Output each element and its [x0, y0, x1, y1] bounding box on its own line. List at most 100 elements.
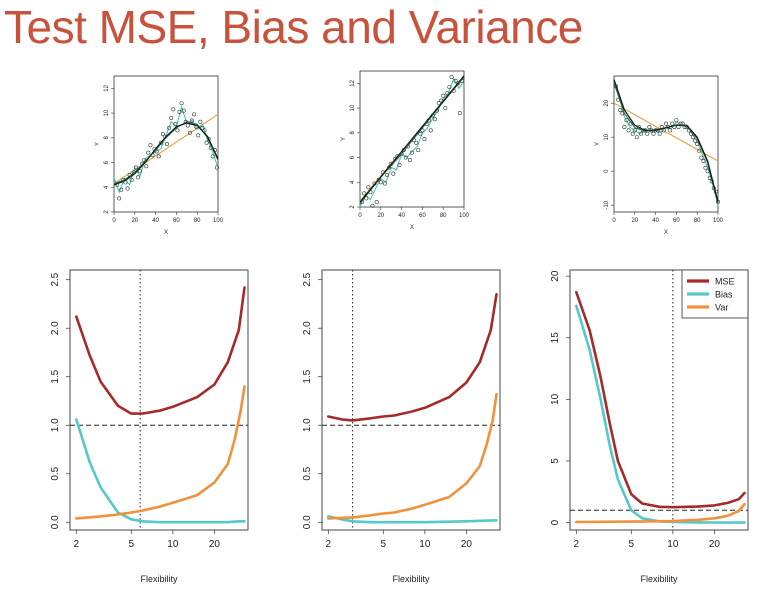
y-tick-label: 0.0: [302, 515, 313, 529]
data-point: [632, 128, 637, 133]
data-point: [628, 121, 633, 126]
data-point: [634, 135, 639, 140]
data-point: [428, 128, 433, 133]
plot-frame: [321, 269, 501, 531]
data-point: [212, 148, 217, 153]
data-point: [641, 128, 646, 133]
data-point: [636, 124, 641, 129]
y-tick-label: 10: [350, 104, 356, 111]
x-tick-label: 2: [326, 539, 332, 550]
x-tick-label: 0: [112, 218, 116, 224]
x-tick-label: 100: [213, 218, 224, 224]
y-tick-label: 8: [104, 135, 110, 139]
y-tick-label: 2.0: [302, 321, 313, 335]
data-point: [651, 131, 656, 136]
data-point: [148, 143, 153, 148]
x-tick-label: 100: [713, 218, 724, 224]
data-point: [432, 117, 437, 122]
data-point: [389, 161, 394, 166]
data-point: [707, 176, 712, 181]
x-tick-label: 60: [673, 218, 680, 224]
data-point: [395, 154, 400, 159]
data-point: [439, 98, 444, 103]
x-tick-label: 80: [440, 213, 447, 219]
data-point: [639, 131, 644, 136]
x-tick-label: 60: [419, 213, 426, 219]
var-curve: [327, 392, 498, 520]
data-point: [165, 142, 170, 147]
y-tick-label: 4: [104, 185, 110, 189]
var-curve: [75, 385, 246, 520]
x-axis-label: Flexibility: [640, 574, 678, 584]
y-tick-label: 0: [550, 519, 561, 525]
data-point: [204, 140, 209, 145]
data-point: [622, 124, 627, 129]
data-point: [618, 107, 623, 112]
data-point: [441, 93, 446, 98]
data-point: [196, 133, 201, 138]
data-point: [653, 128, 658, 133]
y-tick-label: 2.5: [50, 272, 61, 286]
data-point: [129, 177, 134, 182]
data-point: [376, 177, 381, 182]
y-tick-label: 6: [350, 155, 356, 159]
data-point: [210, 154, 215, 159]
data-point: [364, 196, 369, 201]
data-point: [366, 185, 371, 190]
x-axis-label: Flexibility: [140, 574, 178, 584]
data-point: [150, 153, 155, 158]
data-point: [661, 128, 666, 133]
data-point: [445, 91, 450, 96]
plot-frame: [113, 75, 219, 213]
data-point: [187, 130, 192, 135]
x-tick-label: 20: [131, 218, 138, 224]
x-axis-label: X: [164, 230, 168, 236]
data-point: [190, 118, 195, 123]
y-tick-label: 4: [350, 180, 356, 184]
data-point: [393, 156, 398, 161]
data-point: [202, 128, 207, 133]
plot-frame: [569, 269, 749, 531]
linear-fit-line: [113, 113, 219, 185]
y-tick-label: 1.0: [302, 418, 313, 432]
y-tick-label: 12: [104, 84, 110, 91]
data-point: [451, 88, 456, 93]
data-point: [125, 186, 130, 191]
data-point: [624, 118, 629, 123]
plot-frame: [613, 75, 719, 213]
data-point: [414, 140, 419, 145]
x-tick-label: 0: [358, 213, 362, 219]
data-point: [630, 131, 635, 136]
data-point: [645, 131, 650, 136]
x-tick-label: 40: [398, 213, 405, 219]
page-title: Test MSE, Bias and Variance: [4, 1, 583, 53]
x-tick-label: 100: [459, 213, 470, 219]
data-point: [374, 200, 379, 205]
data-point: [449, 75, 454, 80]
data-point: [666, 124, 671, 129]
data-point: [160, 132, 165, 137]
data-point: [208, 145, 213, 150]
x-tick-label: 10: [667, 539, 679, 550]
x-tick-label: 20: [709, 539, 721, 550]
data-point: [459, 78, 464, 83]
scatter-plot-nonlinear-truth: 0 20 40 60 80 100 -10 0 10 20 X Y: [595, 75, 724, 236]
data-point: [378, 180, 383, 185]
data-point: [181, 108, 186, 113]
data-point: [391, 171, 396, 176]
bias-curve: [327, 515, 498, 524]
data-point: [183, 119, 188, 124]
y-tick-label: 8: [350, 130, 356, 134]
data-point: [703, 165, 708, 170]
x-tick-label: 20: [461, 539, 473, 550]
scatter-plot-linear-truth: 0 20 40 60 80 100 2 4 6 8 10 12 X Y: [95, 75, 224, 236]
data-point: [647, 124, 652, 129]
data-point: [416, 148, 421, 153]
y-tick-label: 10: [604, 133, 610, 140]
data-point: [179, 101, 184, 106]
data-point: [192, 112, 197, 117]
smooth-fit-line: [613, 82, 719, 204]
x-tick-label: 20: [631, 218, 638, 224]
data-point: [403, 155, 408, 160]
data-point: [117, 196, 122, 201]
